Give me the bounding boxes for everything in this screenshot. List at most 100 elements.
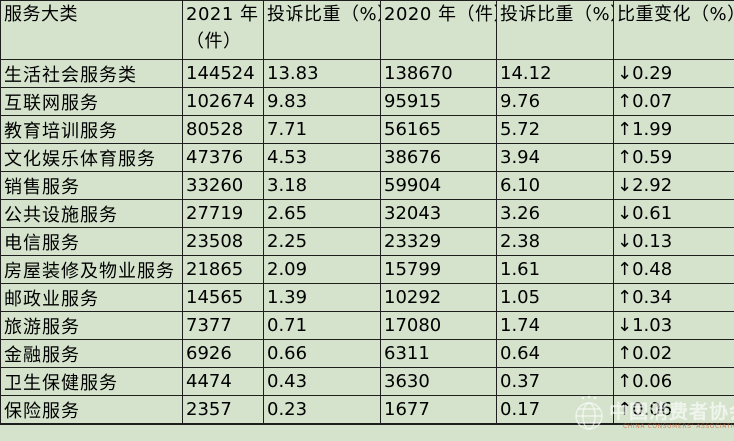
cell-category: 教育培训服务 — [0, 115, 183, 144]
header-category: 服务大类 — [0, 0, 183, 60]
cell-2021-count: 2357 — [182, 395, 264, 425]
table-row: 保险服务 2357 0.23 1677 0.17 ↑0.06 — [0, 395, 734, 425]
cell-2021-share: 1.39 — [263, 283, 381, 312]
cell-2021-share: 2.65 — [263, 199, 381, 228]
cell-2020-share: 1.05 — [496, 283, 614, 312]
cell-2021-share: 4.53 — [263, 143, 381, 172]
table-row: 文化娱乐体育服务 47376 4.53 38676 3.94 ↑0.59 — [0, 143, 734, 172]
cell-2020-share: 3.26 — [496, 199, 614, 228]
cell-2020-count: 95915 — [380, 87, 497, 116]
cell-2021-count: 23508 — [182, 227, 264, 256]
cell-share-change: ↓0.29 — [613, 59, 734, 88]
cell-2020-share: 14.12 — [496, 59, 614, 88]
cell-2021-count: 7377 — [182, 311, 264, 340]
cell-2020-count: 32043 — [380, 199, 497, 228]
cell-2020-share: 2.38 — [496, 227, 614, 256]
table-row: 旅游服务 7377 0.71 17080 1.74 ↓1.03 — [0, 311, 734, 340]
table-row: 房屋装修及物业服务 21865 2.09 15799 1.61 ↑0.48 — [0, 255, 734, 284]
cell-category: 电信服务 — [0, 227, 183, 256]
cell-2021-share: 9.83 — [263, 87, 381, 116]
cell-2020-count: 3630 — [380, 367, 497, 396]
cell-2021-count: 21865 — [182, 255, 264, 284]
header-category-label: 服务大类 — [4, 4, 78, 25]
cell-share-change: ↓1.03 — [613, 311, 734, 340]
cell-category: 互联网服务 — [0, 87, 183, 116]
cell-2021-count: 4474 — [182, 367, 264, 396]
cell-2020-share: 1.61 — [496, 255, 614, 284]
cell-2021-count: 47376 — [182, 143, 264, 172]
header-2021-count: 2021 年 （件） — [182, 0, 264, 60]
cell-2020-share: 3.94 — [496, 143, 614, 172]
header-2020-count: 2020 年（件） — [380, 0, 497, 60]
header-share-change-label: 比重变化（%） — [617, 4, 734, 25]
cell-2021-count: 144524 — [182, 59, 264, 88]
cell-2020-count: 59904 — [380, 171, 497, 200]
cell-category: 公共设施服务 — [0, 199, 183, 228]
cell-category: 文化娱乐体育服务 — [0, 143, 183, 172]
header-share-change: 比重变化（%） — [613, 0, 734, 60]
cell-2021-count: 33260 — [182, 171, 264, 200]
cell-category: 金融服务 — [0, 339, 183, 368]
cell-2020-share: 6.10 — [496, 171, 614, 200]
cell-share-change: ↑0.06 — [613, 367, 734, 396]
cell-2021-share: 0.66 — [263, 339, 381, 368]
table-row: 卫生保健服务 4474 0.43 3630 0.37 ↑0.06 — [0, 367, 734, 396]
cell-2020-count: 23329 — [380, 227, 497, 256]
cell-category: 保险服务 — [0, 395, 183, 425]
cell-2020-count: 15799 — [380, 255, 497, 284]
complaints-table: 服务大类 2021 年 （件） 投诉比重（%） 2020 年（件） 投诉比重（%… — [0, 0, 734, 425]
cell-category: 卫生保健服务 — [0, 367, 183, 396]
table-row: 公共设施服务 27719 2.65 32043 3.26 ↓0.61 — [0, 199, 734, 228]
table-row: 教育培训服务 80528 7.71 56165 5.72 ↑1.99 — [0, 115, 734, 144]
cell-2021-count: 27719 — [182, 199, 264, 228]
cell-share-change: ↓2.92 — [613, 171, 734, 200]
table-row: 互联网服务 102674 9.83 95915 9.76 ↑0.07 — [0, 87, 734, 116]
cell-2020-count: 38676 — [380, 143, 497, 172]
cell-share-change: ↓0.61 — [613, 199, 734, 228]
cell-share-change: ↑0.59 — [613, 143, 734, 172]
cell-2020-share: 0.37 — [496, 367, 614, 396]
cell-2021-share: 2.09 — [263, 255, 381, 284]
header-2021-share: 投诉比重（%） — [263, 0, 381, 60]
cell-category: 销售服务 — [0, 171, 183, 200]
cell-2021-count: 102674 — [182, 87, 264, 116]
cell-category: 房屋装修及物业服务 — [0, 255, 183, 284]
header-2021-count-line2: （件） — [186, 31, 242, 52]
cell-share-change: ↑0.06 — [613, 395, 734, 425]
cell-2021-share: 3.18 — [263, 171, 381, 200]
cell-2021-count: 6926 — [182, 339, 264, 368]
cell-category: 旅游服务 — [0, 311, 183, 340]
header-2020-share-label: 投诉比重（%） — [500, 4, 613, 25]
header-2021-count-line1: 2021 年 — [186, 4, 259, 25]
table-row: 邮政业服务 14565 1.39 10292 1.05 ↑0.34 — [0, 283, 734, 312]
cell-2020-count: 17080 — [380, 311, 497, 340]
table-row: 生活社会服务类 144524 13.83 138670 14.12 ↓0.29 — [0, 59, 734, 88]
cell-2021-share: 0.71 — [263, 311, 381, 340]
cell-2020-share: 1.74 — [496, 311, 614, 340]
header-2021-share-label: 投诉比重（%） — [267, 4, 380, 25]
cell-share-change: ↓0.13 — [613, 227, 734, 256]
header-2020-count-label: 2020 年（件） — [384, 4, 496, 25]
cell-2020-share: 0.17 — [496, 395, 614, 425]
cell-2020-share: 5.72 — [496, 115, 614, 144]
cell-2021-count: 14565 — [182, 283, 264, 312]
cell-2021-share: 2.25 — [263, 227, 381, 256]
cell-share-change: ↑0.07 — [613, 87, 734, 116]
cell-2020-count: 138670 — [380, 59, 497, 88]
cell-2021-share: 7.71 — [263, 115, 381, 144]
cell-2020-count: 10292 — [380, 283, 497, 312]
cell-2020-share: 0.64 — [496, 339, 614, 368]
header-row: 服务大类 2021 年 （件） 投诉比重（%） 2020 年（件） 投诉比重（%… — [0, 0, 734, 60]
cell-2020-count: 1677 — [380, 395, 497, 425]
cell-2020-count: 56165 — [380, 115, 497, 144]
cell-2021-count: 80528 — [182, 115, 264, 144]
cell-2021-share: 0.43 — [263, 367, 381, 396]
cell-share-change: ↑1.99 — [613, 115, 734, 144]
cell-2020-count: 6311 — [380, 339, 497, 368]
table-row: 电信服务 23508 2.25 23329 2.38 ↓0.13 — [0, 227, 734, 256]
cell-share-change: ↑0.02 — [613, 339, 734, 368]
cell-2020-share: 9.76 — [496, 87, 614, 116]
cell-share-change: ↑0.48 — [613, 255, 734, 284]
cell-2021-share: 13.83 — [263, 59, 381, 88]
